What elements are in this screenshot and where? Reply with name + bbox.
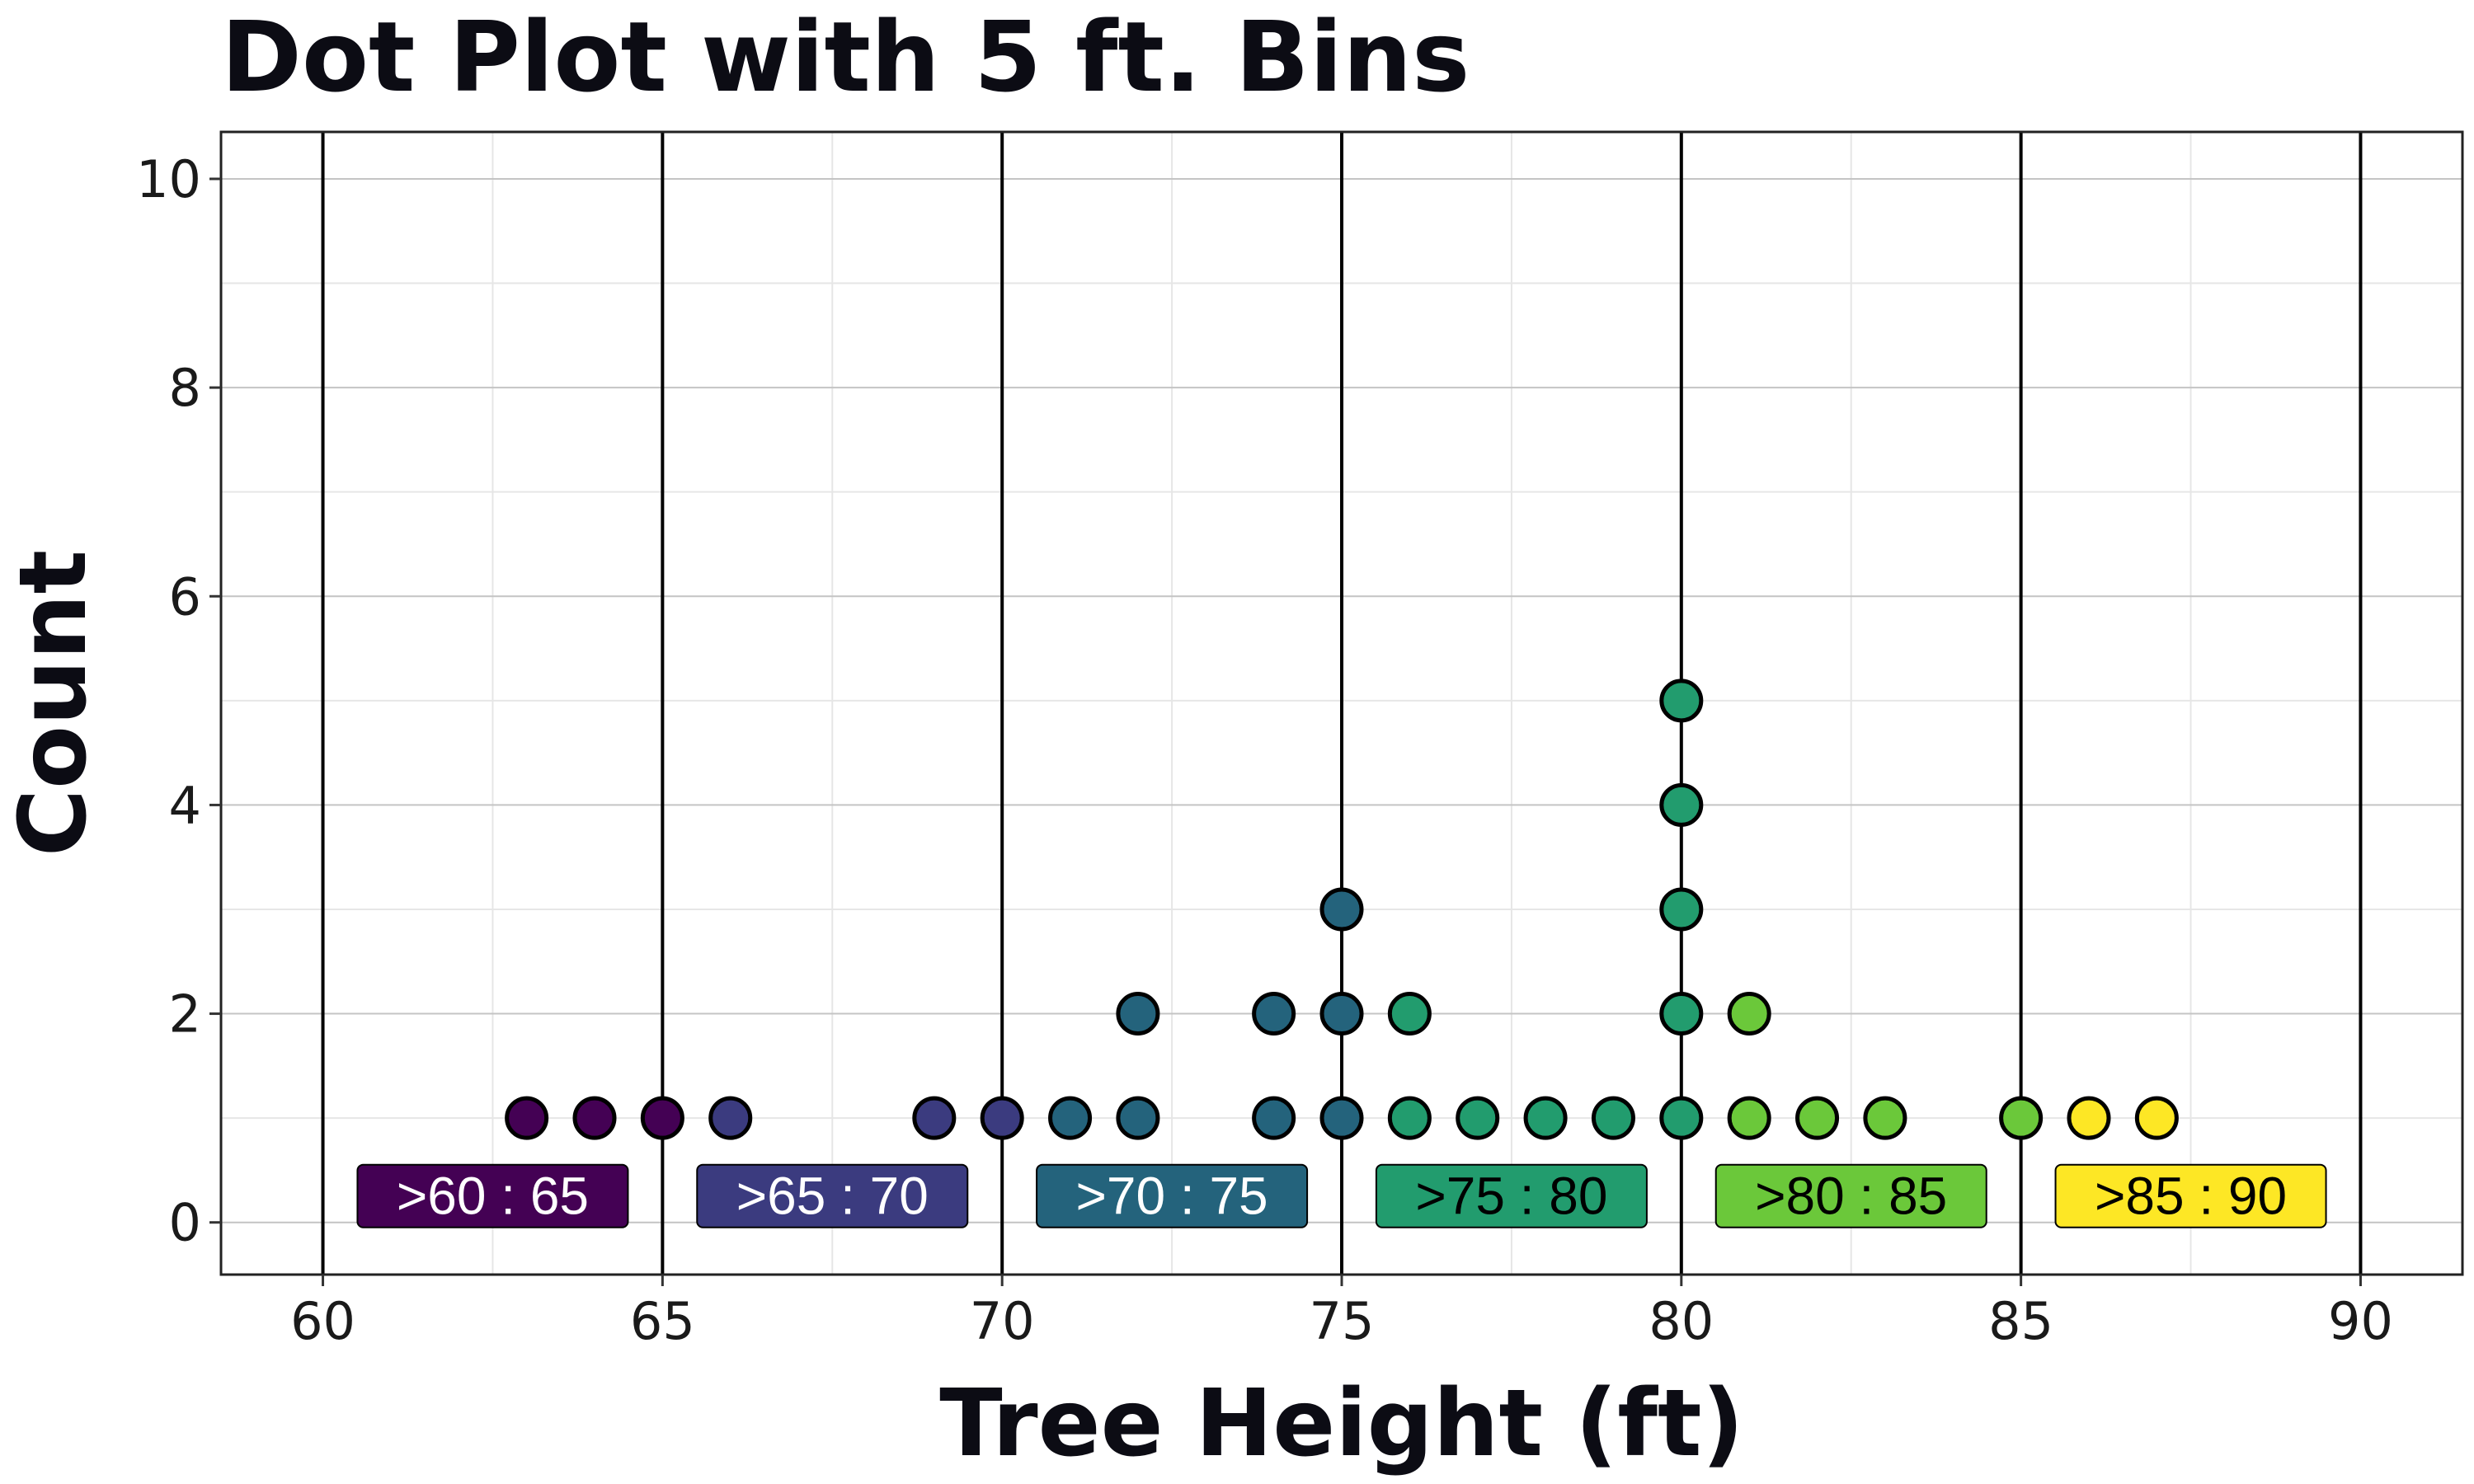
data-point [1116, 992, 1160, 1036]
data-points [505, 679, 2179, 1140]
data-point [2134, 1096, 2179, 1140]
data-point [1319, 887, 1364, 932]
data-point [1387, 1096, 1432, 1140]
y-tick-label: 2 [169, 984, 201, 1045]
y-tick-label: 8 [169, 358, 201, 418]
bin-label-text: >85 : 90 [2095, 1167, 2287, 1226]
x-tick-label: 60 [290, 1291, 355, 1351]
data-point [572, 1096, 617, 1140]
data-point [1727, 992, 1771, 1036]
bin-label-text: >65 : 70 [736, 1167, 929, 1226]
x-tick-label: 70 [970, 1291, 1035, 1351]
bin-label-text: >60 : 65 [397, 1167, 589, 1226]
bin-label-box [356, 1163, 629, 1228]
y-axis-ticks: 0 2 4 6 8 10 [136, 149, 221, 1253]
data-point [1727, 1096, 1771, 1140]
data-point [2067, 1096, 2111, 1140]
y-tick-label: 6 [169, 566, 201, 627]
data-point [1116, 1096, 1160, 1140]
y-tick-label: 0 [169, 1193, 201, 1253]
data-point [1659, 679, 1704, 723]
x-tick-label: 75 [1310, 1291, 1375, 1351]
data-point [1523, 1096, 1568, 1140]
data-point [505, 1096, 549, 1140]
data-point [1456, 1096, 1500, 1140]
data-point [1795, 1096, 1840, 1140]
x-axis-title: Tree Height (ft) [939, 1370, 1743, 1477]
x-tick-label: 65 [630, 1291, 695, 1351]
data-point [1659, 782, 1704, 827]
bin-edge-lines [321, 132, 2363, 1275]
data-point [1863, 1096, 1907, 1140]
data-point [1319, 1096, 1364, 1140]
data-point [1387, 992, 1432, 1036]
x-tick-label: 90 [2328, 1291, 2393, 1351]
bin-label-box [1375, 1163, 1648, 1228]
x-tick-label: 80 [1649, 1291, 1714, 1351]
y-axis-title: Count [0, 550, 107, 857]
x-tick-label: 85 [1988, 1291, 2053, 1351]
y-tick-label: 4 [169, 775, 201, 835]
data-point [1319, 992, 1364, 1036]
bin-labels: >60 : 65 >65 : 70 >70 : 75 >75 : 80 >80 : 85… [356, 1163, 2327, 1228]
bin-label-box [1714, 1163, 1987, 1228]
bin-label-text: >75 : 80 [1415, 1167, 1607, 1226]
data-point [1659, 1096, 1704, 1140]
data-point [1591, 1096, 1635, 1140]
data-point [640, 1096, 684, 1140]
data-point [1999, 1096, 2044, 1140]
data-point [1252, 992, 1296, 1036]
data-point [1659, 887, 1704, 932]
data-point [912, 1096, 957, 1140]
data-point [1659, 992, 1704, 1036]
data-point [1252, 1096, 1296, 1140]
bin-label-box [2054, 1163, 2327, 1228]
x-axis-ticks: 60 65 70 75 80 85 90 [290, 1275, 2393, 1351]
bin-label-text: >70 : 75 [1076, 1167, 1268, 1226]
bin-label-text: >80 : 85 [1755, 1167, 1947, 1226]
bin-label-box [696, 1163, 969, 1228]
data-point [1048, 1096, 1093, 1140]
chart-title: Dot Plot with 5 ft. Bins [221, 0, 1470, 114]
data-point [980, 1096, 1024, 1140]
bin-label-box [1036, 1163, 1309, 1228]
data-point [708, 1096, 753, 1140]
y-tick-label: 10 [136, 149, 201, 209]
